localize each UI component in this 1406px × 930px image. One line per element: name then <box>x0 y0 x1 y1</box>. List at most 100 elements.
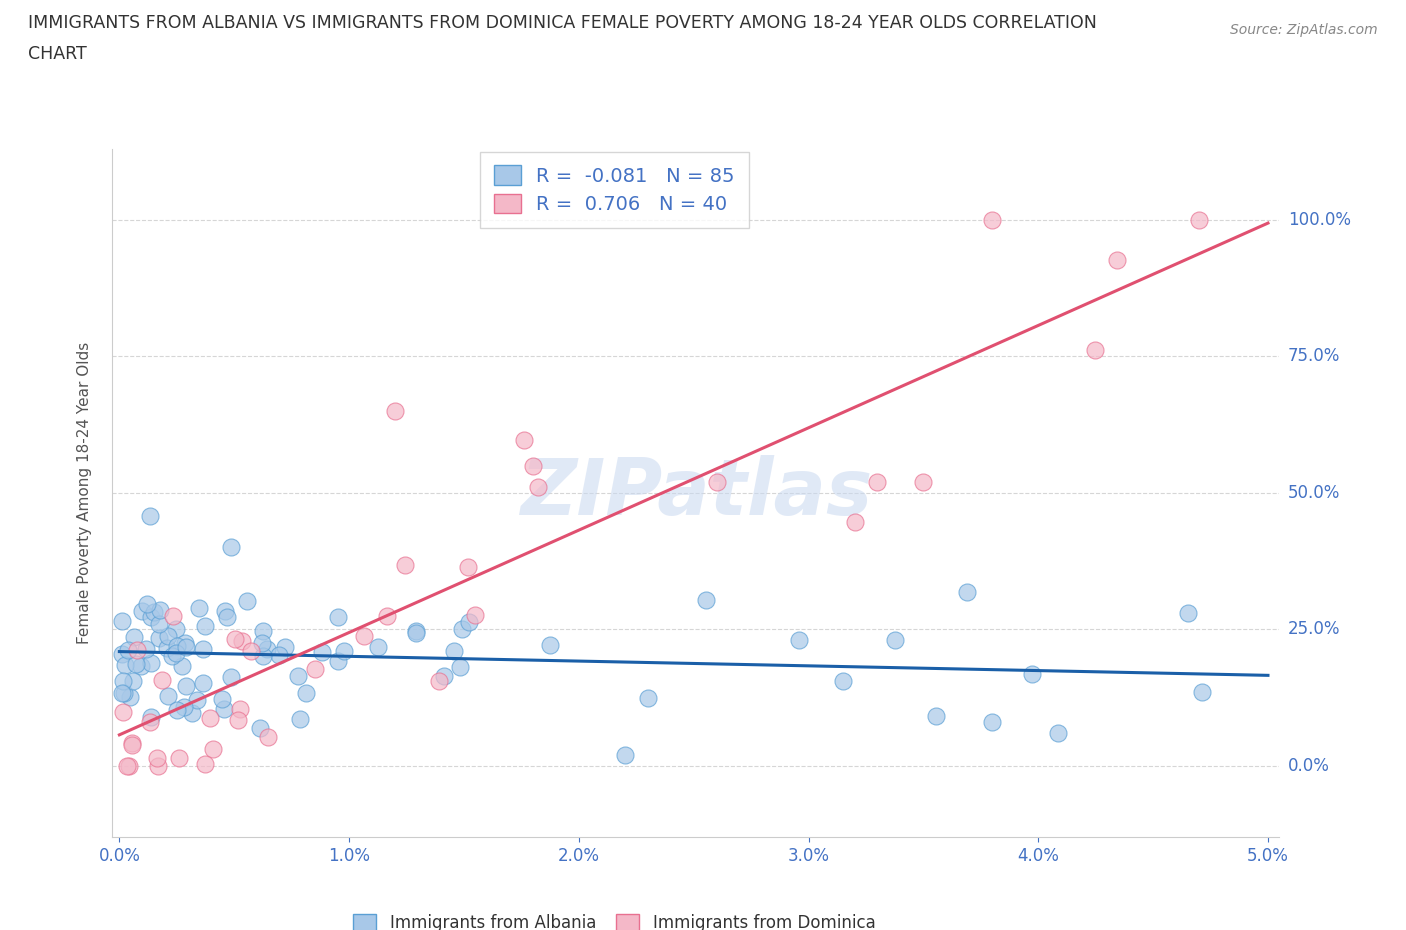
Point <box>125 657 148 671</box>
Point <box>202 741 225 756</box>
Point <box>198 711 221 725</box>
Point <box>229 702 252 717</box>
Point <box>367 639 389 654</box>
Point <box>215 610 238 625</box>
Point <box>173 699 195 714</box>
Point <box>131 658 153 673</box>
Point <box>194 618 217 633</box>
Point <box>121 738 143 753</box>
Point <box>156 689 179 704</box>
Point <box>333 644 356 658</box>
Point <box>193 641 215 656</box>
Point <box>174 635 197 650</box>
Point <box>912 474 935 489</box>
Point <box>429 673 451 688</box>
Point <box>226 712 249 727</box>
Point <box>111 673 134 688</box>
Point <box>1021 666 1043 681</box>
Point <box>269 647 291 662</box>
Text: 0.0%: 0.0% <box>1288 757 1330 775</box>
Point <box>167 751 190 765</box>
Point <box>311 644 333 659</box>
Point <box>433 669 456 684</box>
Point <box>304 661 326 676</box>
Point <box>214 604 236 618</box>
Point <box>146 759 169 774</box>
Point <box>148 617 170 631</box>
Point <box>139 714 162 729</box>
Point <box>165 621 187 636</box>
Point <box>166 639 188 654</box>
Point <box>141 609 163 624</box>
Point <box>844 515 866 530</box>
Point <box>458 615 481 630</box>
Point <box>193 676 215 691</box>
Point <box>257 729 280 744</box>
Point <box>136 596 159 611</box>
Point <box>883 632 905 647</box>
Point <box>375 608 398 623</box>
Point <box>1084 343 1107 358</box>
Point <box>170 658 193 673</box>
Text: 50.0%: 50.0% <box>1288 484 1340 502</box>
Point <box>121 736 143 751</box>
Point <box>181 705 204 720</box>
Point <box>832 673 855 688</box>
Point <box>981 212 1004 227</box>
Point <box>294 685 316 700</box>
Point <box>156 640 179 655</box>
Point <box>451 621 474 636</box>
Point <box>211 692 233 707</box>
Point <box>120 690 142 705</box>
Point <box>139 656 162 671</box>
Point <box>695 593 717 608</box>
Point <box>135 642 157 657</box>
Point <box>212 701 235 716</box>
Point <box>111 685 134 700</box>
Point <box>925 709 948 724</box>
Point <box>443 644 465 658</box>
Point <box>112 685 135 700</box>
Point <box>956 585 979 600</box>
Point <box>274 640 297 655</box>
Point <box>252 624 274 639</box>
Point <box>288 711 311 726</box>
Point <box>637 691 659 706</box>
Point <box>706 474 728 489</box>
Point <box>117 759 139 774</box>
Point <box>513 432 536 447</box>
Point <box>160 649 183 664</box>
Point <box>787 633 810 648</box>
Point <box>522 458 544 473</box>
Point <box>149 603 172 618</box>
Point <box>125 643 148 658</box>
Text: 100.0%: 100.0% <box>1288 211 1351 229</box>
Point <box>326 654 349 669</box>
Point <box>112 705 135 720</box>
Point <box>1046 725 1069 740</box>
Text: ZIPatlas: ZIPatlas <box>520 455 872 531</box>
Point <box>219 670 242 684</box>
Point <box>176 679 198 694</box>
Point <box>148 631 170 645</box>
Point <box>162 609 184 624</box>
Point <box>239 644 262 658</box>
Point <box>156 628 179 643</box>
Point <box>1191 685 1213 700</box>
Point <box>174 640 197 655</box>
Point <box>143 604 166 619</box>
Text: CHART: CHART <box>28 45 87 62</box>
Point <box>165 645 187 660</box>
Point <box>1177 605 1199 620</box>
Point <box>187 601 209 616</box>
Point <box>252 648 274 663</box>
Point <box>224 631 246 646</box>
Text: 25.0%: 25.0% <box>1288 620 1340 639</box>
Y-axis label: Female Poverty Among 18-24 Year Olds: Female Poverty Among 18-24 Year Olds <box>77 342 91 644</box>
Point <box>249 721 271 736</box>
Text: Source: ZipAtlas.com: Source: ZipAtlas.com <box>1230 23 1378 37</box>
Point <box>118 759 141 774</box>
Point <box>1107 252 1129 267</box>
Point <box>139 509 162 524</box>
Point <box>235 593 257 608</box>
